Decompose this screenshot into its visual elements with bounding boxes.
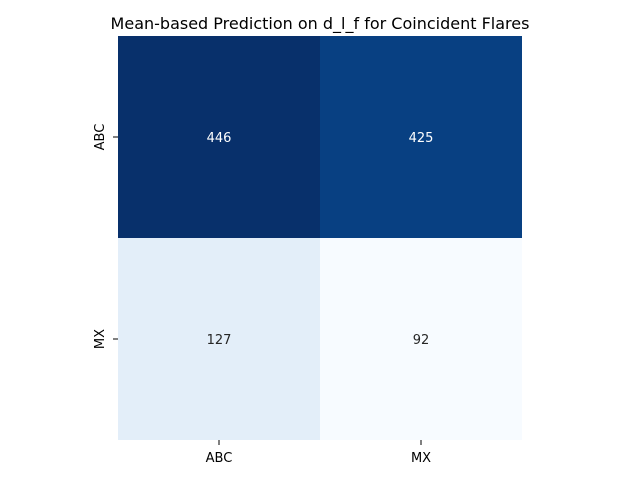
y-tick-label: MX [93,329,108,349]
y-tick-label: ABC [93,124,108,151]
x-tick-label: MX [411,451,431,466]
cell-value-label: 446 [207,131,232,146]
cell-value-label: 127 [207,333,232,348]
cell-value-labels: 446 425 127 92 [207,131,434,348]
y-axis: ABC MX [93,124,118,349]
heatmap-cell-abc-mx [320,36,522,238]
x-tick-label: ABC [206,451,233,466]
heatmap-cell-mx-abc [118,238,320,440]
x-axis: ABC MX [206,440,431,466]
chart-title: Mean-based Prediction on d_l_f for Coinc… [111,14,530,34]
heatmap-cell-mx-mx [320,238,522,440]
heatmap-cell-abc-abc [118,36,320,238]
cell-value-label: 92 [413,333,430,348]
cell-value-label: 425 [409,131,434,146]
heatmap-cells [118,36,522,440]
